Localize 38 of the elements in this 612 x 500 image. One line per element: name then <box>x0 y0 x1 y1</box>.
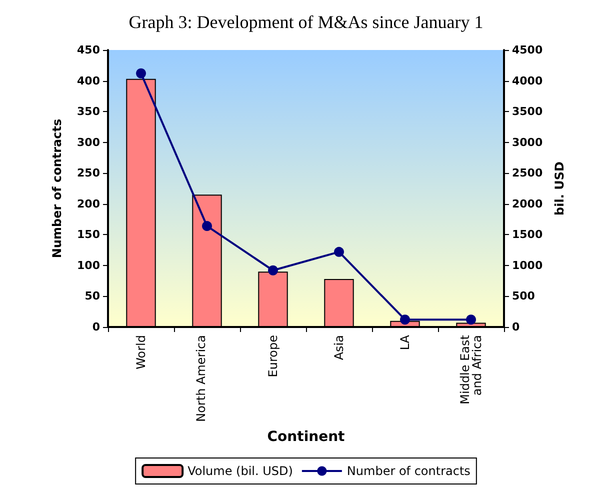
x-tick-label: Asia <box>332 335 346 360</box>
y-tick-label: 450 <box>77 44 100 56</box>
point <box>202 221 212 232</box>
y2-tick-label: 3500 <box>512 105 543 118</box>
y2-tick-label: 2500 <box>512 166 543 180</box>
y-tick-label: 150 <box>77 228 100 242</box>
y2-tick-label: 1000 <box>512 258 543 272</box>
legend-label: Volume (bil. USD) <box>188 464 293 478</box>
y2-tick-label: 0 <box>512 320 520 334</box>
point <box>466 314 476 325</box>
y-tick-label: 400 <box>77 74 100 88</box>
y2-tick-label: 4500 <box>512 44 543 56</box>
y-tick-label: 350 <box>77 105 100 118</box>
x-tick-label: Europe <box>266 335 280 378</box>
y-tick-label: 200 <box>77 197 100 210</box>
point <box>136 68 146 78</box>
x-tick-label: World <box>134 335 148 370</box>
point <box>400 314 410 325</box>
chart-title: Graph 3: Development of M&As since January 1 <box>128 12 484 32</box>
y-tick-label: 100 <box>77 258 100 272</box>
y2-tick-label: 2000 <box>512 197 543 210</box>
legend-label: Number of contracts <box>346 464 470 478</box>
y2-axis-title: bil. USD <box>552 162 567 216</box>
y-tick-label: 50 <box>84 290 100 303</box>
y-axis-title: Number of contracts <box>50 118 64 258</box>
y-tick-label: 300 <box>77 136 100 149</box>
point <box>268 265 278 276</box>
y-tick-label: 0 <box>92 320 100 334</box>
x-axis-title: Continent <box>267 428 346 445</box>
y2-tick-label: 1500 <box>512 228 543 242</box>
y2-tick-label: 500 <box>512 290 536 303</box>
point <box>334 246 344 257</box>
x-tick-label: Middle East and Africa <box>458 334 484 404</box>
x-tick-label: LA <box>398 334 412 350</box>
y-tick-label: 250 <box>77 166 100 180</box>
y2-tick-label: 3000 <box>512 136 543 149</box>
x-tick-label: North America <box>194 335 208 422</box>
y2-tick-label: 4000 <box>512 74 543 88</box>
